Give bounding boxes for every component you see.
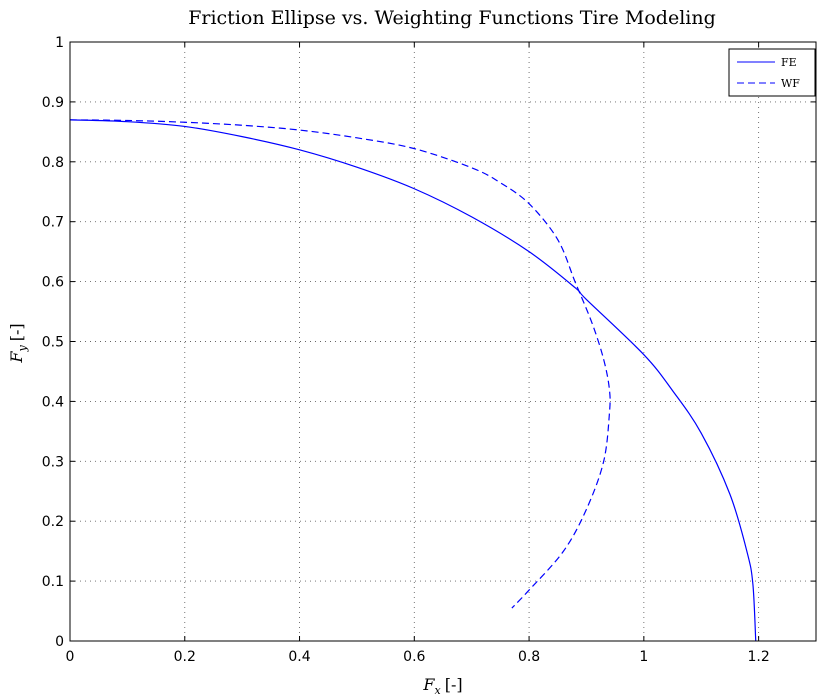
x-tick-label: 0.6: [403, 649, 425, 665]
x-tick-label: 0.4: [288, 649, 310, 665]
y-axis-title-unit: [-]: [7, 323, 26, 341]
x-tick-label: 0.8: [518, 649, 540, 665]
y-tick-label: 0.3: [42, 454, 64, 470]
x-tick-label: 0: [66, 649, 75, 665]
x-axis-title: Fx [-]: [422, 675, 462, 696]
legend-label-fe: FE: [781, 56, 797, 69]
chart-title: Friction Ellipse vs. Weighting Functions…: [188, 7, 716, 29]
y-tick-label: 0.7: [42, 215, 64, 231]
y-tick-label: 1: [55, 35, 64, 51]
axis-ticks: 0 0.2 0.4 0.6 0.8 1 1.2 0 0.1 0.2 0.3 0.4 0.5 0.6 0.7 0…: [42, 35, 816, 665]
y-tick-label: 0: [55, 634, 64, 650]
y-tick-label: 0.1: [42, 574, 64, 590]
x-axis-title-main: F: [422, 675, 435, 694]
y-axis-title-sub: y: [16, 345, 29, 353]
legend: FE WF: [728, 48, 816, 97]
y-tick-label: 0.6: [42, 275, 64, 291]
legend-label-wf: WF: [781, 77, 800, 90]
x-axis-title-unit: [-]: [445, 675, 463, 694]
plot-frame: [69, 41, 817, 642]
x-tick-label: 1: [639, 649, 648, 665]
x-tick-label: 0.2: [174, 649, 196, 665]
y-tick-label: 0.5: [42, 335, 64, 351]
legend-box: [728, 48, 816, 97]
y-tick-label: 0.4: [42, 394, 64, 410]
y-axis-title-main: F: [7, 351, 26, 364]
y-tick-label: 0.8: [42, 155, 64, 171]
y-axis-title: Fy [-]: [7, 323, 29, 363]
x-axis-title-sub: x: [435, 684, 442, 696]
y-tick-label: 0.2: [42, 514, 64, 530]
grid-lines: [70, 41, 816, 641]
series-line-wf: [69, 119, 611, 609]
series-line-fe: [69, 119, 757, 642]
x-tick-label: 1.2: [747, 649, 769, 665]
series-lines: [69, 119, 757, 642]
y-tick-label: 0.9: [42, 95, 64, 111]
